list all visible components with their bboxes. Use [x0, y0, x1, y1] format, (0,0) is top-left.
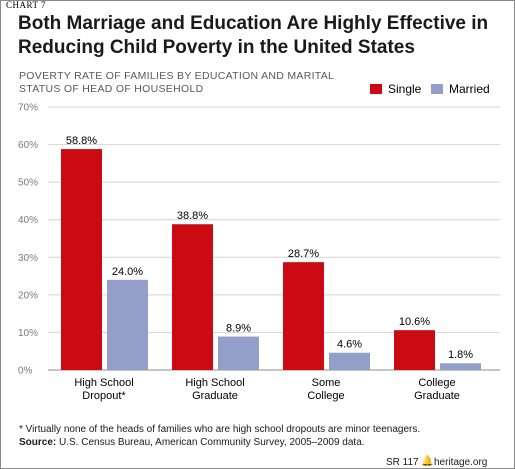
x-tick-label: College	[418, 377, 455, 389]
bar-single	[172, 224, 213, 370]
legend-swatch-single	[370, 84, 382, 94]
y-tick-label: 40%	[18, 215, 38, 226]
legend-label-married: Married	[449, 82, 490, 96]
bar-married	[440, 363, 481, 370]
x-tick-label: High School	[185, 377, 244, 389]
y-tick-label: 30%	[18, 253, 38, 264]
data-label: 8.9%	[226, 323, 251, 335]
legend-item-married: Married	[431, 82, 490, 96]
source-label: Source:	[19, 437, 57, 448]
y-tick-label: 0%	[18, 366, 33, 377]
y-tick-label: 70%	[18, 103, 38, 114]
chart-title: Both Marriage and Education Are Highly E…	[18, 13, 489, 58]
bar-married	[107, 279, 148, 370]
legend-swatch-married	[431, 84, 443, 94]
data-label: 38.8%	[177, 210, 208, 222]
legend-label-single: Single	[388, 82, 422, 96]
bar-single	[283, 262, 324, 370]
report-number: SR 117	[386, 457, 419, 468]
bar-single	[61, 149, 102, 370]
footnote: * Virtually none of the heads of familie…	[19, 424, 421, 435]
data-label: 58.8%	[66, 135, 97, 147]
legend-item-single: Single	[370, 82, 421, 96]
chart-number: CHART 7	[6, 0, 47, 10]
y-tick-label: 50%	[18, 178, 38, 189]
x-tick-label: High School	[74, 377, 133, 389]
data-label: 4.6%	[337, 339, 362, 351]
x-tick-label: Some	[312, 377, 341, 389]
site-url: heritage.org	[434, 457, 488, 468]
data-label: 10.6%	[399, 316, 430, 328]
x-tick-label: Graduate	[192, 390, 238, 402]
bar-married	[218, 336, 259, 370]
source-text: U.S. Census Bureau, American Community S…	[59, 437, 365, 448]
bar-married	[329, 352, 370, 370]
data-label: 28.7%	[288, 248, 319, 260]
bar-single	[394, 330, 435, 370]
source-note: Source: U.S. Census Bureau, American Com…	[19, 437, 365, 448]
x-tick-label: Dropout*	[82, 390, 126, 402]
chart-subtitle: POVERTY RATE OF FAMILIES BY EDUCATION AN…	[19, 70, 334, 95]
liberty-bell-icon: 🔔	[421, 456, 434, 467]
data-label: 24.0%	[112, 266, 143, 278]
x-tick-label: Graduate	[414, 390, 460, 402]
data-label: 1.8%	[448, 349, 473, 361]
y-tick-label: 10%	[18, 328, 38, 339]
y-tick-label: 60%	[18, 140, 38, 151]
y-tick-label: 20%	[18, 290, 38, 301]
x-tick-label: College	[307, 390, 344, 402]
